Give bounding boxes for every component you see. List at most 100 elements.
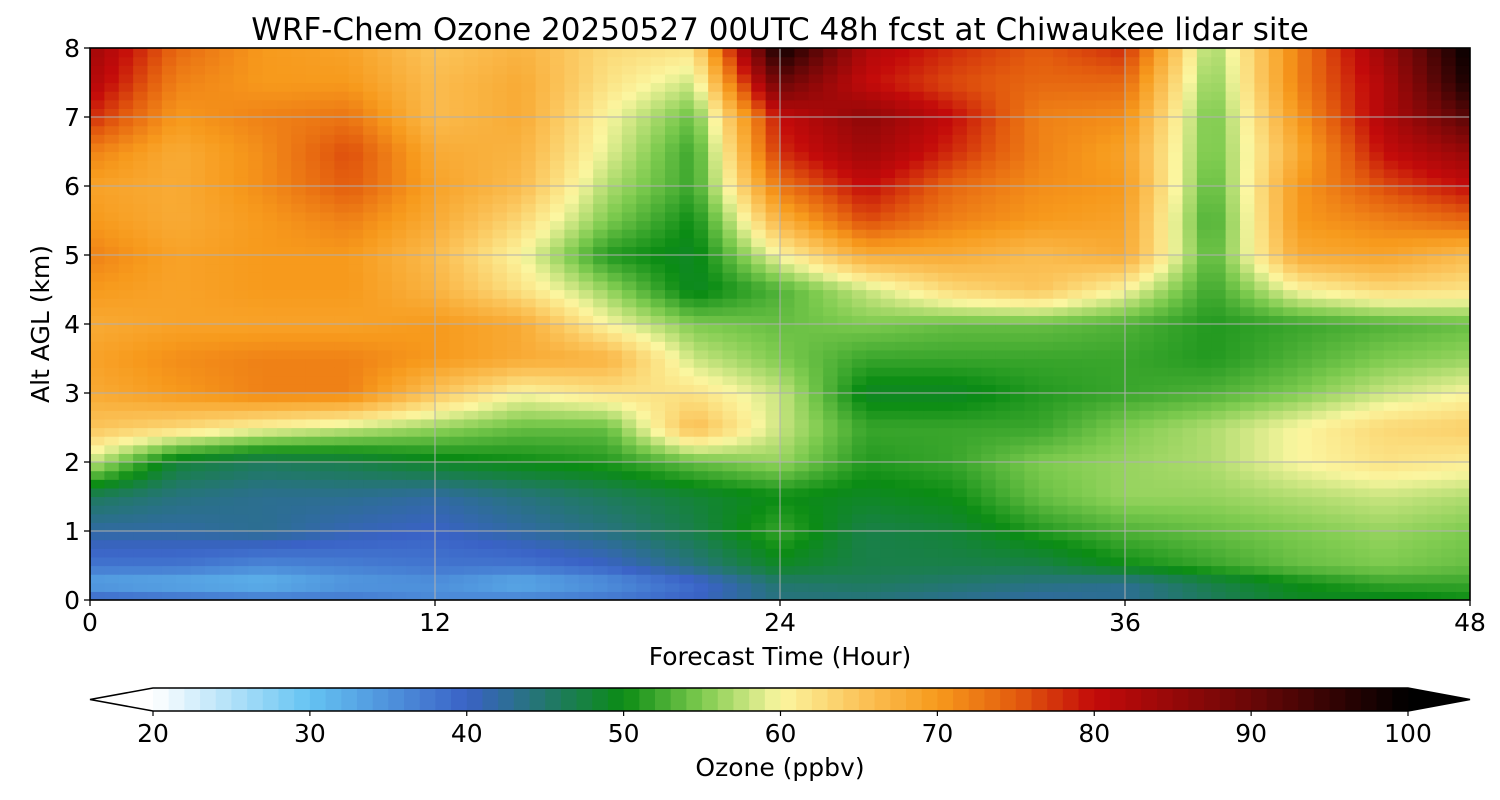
- heatmap-cell: [1225, 255, 1241, 265]
- heatmap-cell: [736, 367, 752, 377]
- heatmap-cell: [823, 358, 839, 368]
- heatmap-cell: [190, 574, 206, 584]
- heatmap-cell: [1412, 246, 1428, 256]
- heatmap-cell: [1168, 237, 1184, 247]
- heatmap-cell: [1426, 418, 1442, 429]
- heatmap-cell: [1196, 272, 1212, 282]
- heatmap-cell: [233, 315, 249, 325]
- heatmap-cell: [578, 263, 594, 273]
- heatmap-cell: [636, 160, 652, 170]
- heatmap-cell: [1168, 436, 1184, 446]
- heatmap-cell: [751, 453, 767, 463]
- heatmap-cell: [176, 427, 192, 437]
- heatmap-cell: [1024, 298, 1040, 308]
- heatmap-cell: [1412, 263, 1428, 273]
- heatmap-cell: [1254, 151, 1270, 161]
- heatmap-cell: [104, 574, 120, 584]
- heatmap-cell: [1038, 522, 1054, 532]
- heatmap-cell: [650, 479, 666, 489]
- heatmap-cell: [1326, 246, 1342, 256]
- heatmap-cell: [650, 255, 666, 265]
- heatmap-cell: [262, 453, 278, 463]
- heatmap-cell: [909, 384, 925, 394]
- heatmap-cell: [1297, 444, 1313, 454]
- heatmap-cell: [578, 315, 594, 325]
- heatmap-cell: [305, 263, 321, 273]
- heatmap-cell: [866, 591, 882, 600]
- heatmap-cell: [1268, 462, 1284, 472]
- heatmap-cell: [1383, 211, 1399, 222]
- heatmap-cell: [564, 289, 580, 299]
- heatmap-cell: [219, 237, 235, 247]
- heatmap-cell: [104, 177, 120, 187]
- heatmap-cell: [866, 556, 882, 567]
- heatmap-cell: [1311, 160, 1327, 170]
- heatmap-cell: [1196, 582, 1212, 592]
- heatmap-cell: [1081, 453, 1097, 463]
- heatmap-cell: [133, 496, 149, 506]
- heatmap-cell: [262, 462, 278, 472]
- heatmap-cell: [837, 194, 853, 204]
- heatmap-cell: [995, 324, 1011, 334]
- heatmap-cell: [363, 255, 379, 265]
- heatmap-cell: [1311, 367, 1327, 377]
- heatmap-cell: [291, 289, 307, 299]
- heatmap-cell: [923, 401, 939, 411]
- heatmap-cell: [1311, 548, 1327, 558]
- heatmap-cell: [550, 496, 565, 506]
- heatmap-cell: [607, 358, 623, 368]
- heatmap-cell: [981, 462, 997, 472]
- heatmap-cell: [305, 487, 321, 498]
- heatmap-cell: [966, 531, 982, 541]
- heatmap-cell: [550, 427, 565, 437]
- heatmap-cell: [147, 487, 163, 498]
- heatmap-cell: [593, 591, 609, 600]
- heatmap-cell: [665, 306, 680, 316]
- heatmap-cell: [1412, 427, 1428, 437]
- heatmap-cell: [1455, 186, 1470, 196]
- heatmap-cell: [363, 401, 379, 411]
- heatmap-cell: [291, 496, 307, 506]
- heatmap-cell: [1096, 255, 1112, 265]
- heatmap-cell: [147, 229, 163, 239]
- heatmap-cell: [1355, 479, 1370, 489]
- heatmap-cell: [1311, 306, 1327, 316]
- heatmap-cell: [147, 453, 163, 463]
- heatmap-cell: [952, 453, 968, 463]
- heatmap-cell: [420, 582, 436, 592]
- heatmap-cell: [363, 462, 379, 472]
- heatmap-cell: [1383, 358, 1399, 368]
- heatmap-cell: [1398, 298, 1414, 308]
- heatmap-cell: [995, 582, 1011, 592]
- heatmap-cell: [550, 401, 565, 411]
- heatmap-cell: [1355, 246, 1370, 256]
- heatmap-cell: [435, 513, 450, 523]
- heatmap-cell: [463, 315, 479, 325]
- heatmap-cell: [966, 375, 982, 385]
- heatmap-cell: [506, 246, 522, 256]
- heatmap-cell: [578, 194, 594, 204]
- heatmap-cell: [262, 367, 278, 377]
- heatmap-cell: [751, 255, 767, 265]
- heatmap-cell: [1153, 496, 1169, 506]
- heatmap-cell: [435, 237, 450, 247]
- heatmap-cell: [262, 401, 278, 411]
- heatmap-cell: [248, 186, 264, 196]
- heatmap-cell: [794, 160, 810, 170]
- heatmap-cell: [1125, 237, 1140, 247]
- heatmap-cell: [334, 410, 350, 420]
- heatmap-cell: [535, 194, 551, 204]
- heatmap-cell: [679, 539, 695, 549]
- heatmap-cell: [161, 255, 177, 265]
- heatmap-cell: [320, 177, 335, 187]
- heatmap-cell: [104, 315, 120, 325]
- heatmap-cell: [334, 229, 350, 239]
- heatmap-cell: [1268, 186, 1284, 196]
- heatmap-cell: [621, 203, 637, 213]
- heatmap-cell: [147, 574, 163, 584]
- heatmap-cell: [1110, 272, 1126, 282]
- heatmap-cell: [593, 367, 609, 377]
- heatmap-cell: [118, 289, 134, 299]
- heatmap-cell: [1383, 367, 1399, 377]
- heatmap-cell: [722, 462, 738, 472]
